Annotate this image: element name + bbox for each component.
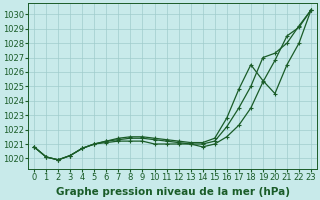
X-axis label: Graphe pression niveau de la mer (hPa): Graphe pression niveau de la mer (hPa) — [56, 187, 290, 197]
